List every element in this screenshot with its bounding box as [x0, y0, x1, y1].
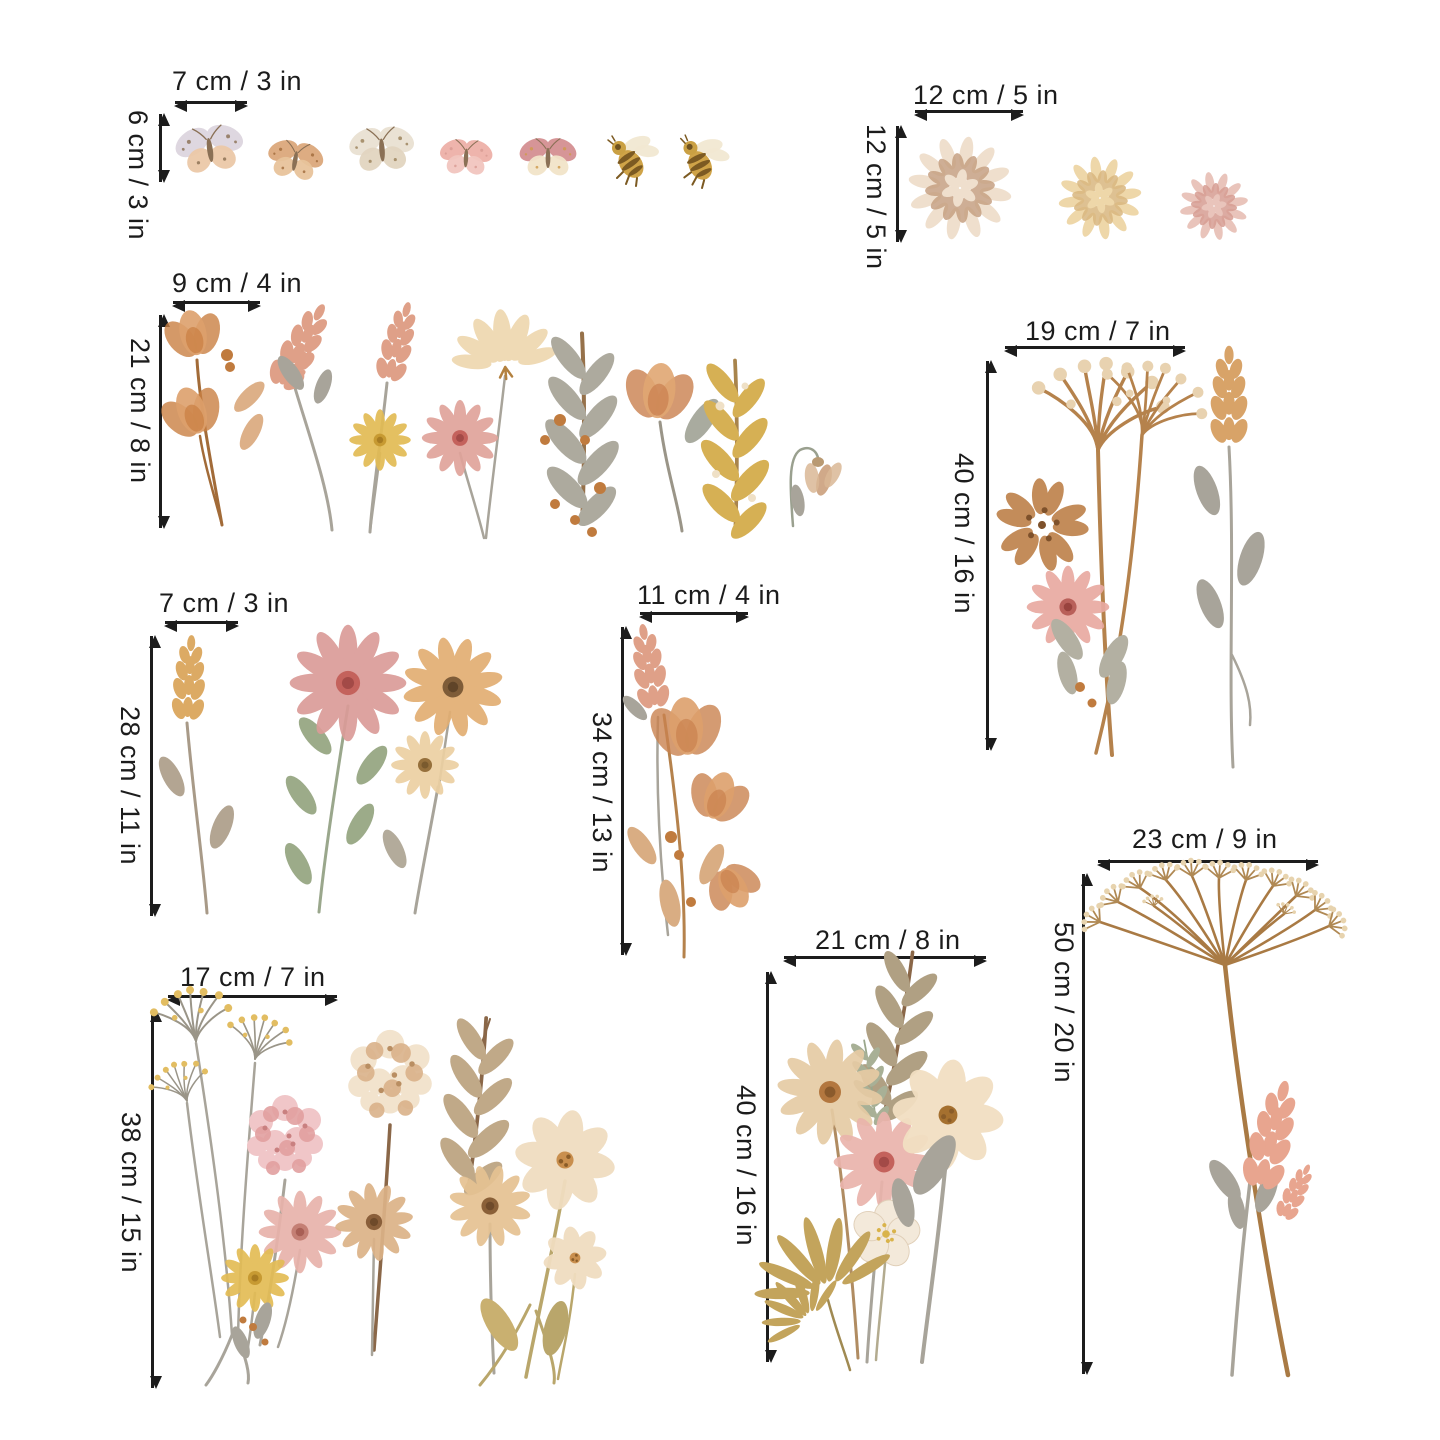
width-arrow — [172, 299, 261, 312]
height-arrow — [157, 314, 170, 529]
grass-spike-icon — [1188, 345, 1271, 769]
grey-leaves-icon — [1045, 614, 1134, 708]
height-arrow — [764, 971, 777, 1363]
grasses-icon — [204, 1292, 574, 1387]
pink-daisy-stem-icon — [279, 624, 407, 914]
height-arrow — [894, 125, 907, 243]
tulip-icon — [614, 358, 726, 533]
orange-daisies-stem-icon — [377, 623, 517, 915]
olive-branch-icon — [539, 332, 625, 537]
small-stems-illustration — [149, 294, 842, 546]
height-arrow — [148, 635, 161, 917]
cosmos-flowers-icon — [506, 1101, 624, 1381]
bunch-left-illustration — [142, 977, 624, 1387]
eucalyptus-sprig-icon — [842, 942, 953, 1135]
width-dimension-label: 23 cm / 9 in — [1132, 824, 1278, 854]
width-dimension-label: 9 cm / 4 in — [172, 268, 303, 298]
height-dimension-label: 40 cm / 16 in — [949, 453, 979, 615]
height-dimension-label: 40 cm / 16 in — [731, 1085, 761, 1247]
height-dimension-label: 12 cm / 5 in — [861, 124, 891, 270]
width-arrow — [174, 99, 248, 112]
pink-spike-icon — [260, 294, 342, 532]
width-arrow — [639, 610, 749, 623]
width-dimension-label: 21 cm / 8 in — [815, 925, 961, 955]
width-dimension-label: 7 cm / 3 in — [159, 588, 290, 618]
three-stems-illustration — [153, 623, 517, 915]
dill-umbels-illustration — [983, 345, 1271, 769]
poppy-stem-illustration — [619, 621, 773, 959]
height-arrow — [619, 626, 632, 956]
width-dimension-label: 11 cm / 4 in — [637, 580, 781, 610]
astilbe-sprays-icon — [1203, 1075, 1321, 1377]
tall-dill-illustration — [1075, 854, 1354, 1378]
width-dimension-label: 7 cm / 3 in — [172, 66, 303, 96]
width-dimension-label: 19 cm / 7 in — [1025, 316, 1171, 346]
width-arrow — [164, 619, 239, 632]
palm-leaf-icon — [736, 1197, 897, 1372]
width-dimension-label: 12 cm / 5 in — [913, 80, 1059, 110]
height-dimension-label: 28 cm / 11 in — [115, 706, 145, 866]
height-dimension-label: 6 cm / 3 in — [123, 110, 153, 241]
height-arrow — [984, 360, 997, 751]
bunch-center-illustration — [736, 942, 1010, 1372]
yellow-branch-icon — [693, 357, 777, 546]
height-dimension-label: 34 cm / 13 in — [587, 712, 617, 874]
width-dimension-label: 17 cm / 7 in — [180, 962, 326, 992]
cream-daisy-icon — [761, 1023, 899, 1360]
eucalyptus-branch-icon — [425, 1010, 528, 1207]
height-arrow — [157, 113, 170, 183]
white-buttercup-icon — [843, 1194, 928, 1362]
tan-daisy-icon — [329, 1177, 419, 1357]
poppy-plant-icon — [619, 621, 773, 959]
height-arrow — [1080, 873, 1093, 1375]
width-arrow — [1004, 344, 1186, 357]
tulip-stem-icon — [149, 303, 270, 527]
pink-spike-yellow-daisy-icon — [349, 297, 427, 534]
height-dimension-label: 50 cm / 20 in — [1049, 922, 1079, 1084]
fan-flower-pink-daisy-icon — [421, 303, 562, 540]
snowdrop-icon — [788, 447, 842, 528]
height-dimension-label: 21 cm / 8 in — [125, 338, 155, 484]
width-arrow — [914, 108, 1024, 121]
pink-daisy-icon — [258, 1190, 342, 1349]
width-arrow — [1097, 858, 1319, 871]
tan-spike-stem-icon — [153, 634, 240, 915]
height-dimension-label: 38 cm / 15 in — [116, 1112, 146, 1274]
queen-annes-lace-icon — [1075, 854, 1354, 1378]
